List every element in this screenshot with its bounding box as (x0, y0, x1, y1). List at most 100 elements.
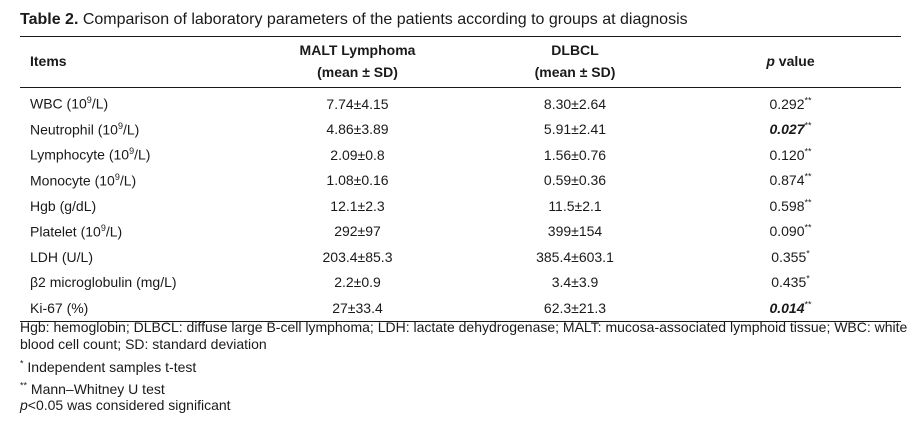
cell-item: Platelet (109/L) (20, 219, 245, 245)
p-value-mark: ** (804, 120, 812, 131)
cell-item: Neutrophil (109/L) (20, 117, 245, 143)
item-label: LDH (U/L) (30, 248, 94, 265)
item-label: Neutrophil (10 (30, 121, 118, 138)
header-malt: MALT Lymphoma (mean ± SD) (245, 37, 470, 88)
cell-malt: 1.08±0.16 (326, 172, 389, 189)
header-dlbcl-line1: DLBCL (551, 42, 599, 58)
header-row: Items MALT Lymphoma (mean ± SD) DLBCL (m… (20, 37, 901, 88)
item-label: Monocyte (10 (30, 172, 115, 189)
table-header: Items MALT Lymphoma (mean ± SD) DLBCL (m… (20, 36, 901, 88)
cell-dlbcl: 0.59±0.36 (543, 172, 607, 189)
table-caption: Table 2. Comparison of laboratory parame… (20, 10, 688, 30)
table-row: LDH (U/L) 203.4±85.3 385.4±603.1 0.355* (20, 244, 901, 270)
cell-item: LDH (U/L) (20, 244, 245, 270)
p-value: 0.014 (769, 299, 805, 316)
cell-malt: 203.4±85.3 (322, 248, 393, 265)
p-value-mark: ** (804, 222, 812, 233)
cell-p-value: 0.874** (680, 168, 901, 194)
table-row: Ki-67 (%) 27±33.4 62.3±21.3 0.014** (20, 295, 901, 321)
table-row: WBC (109/L) 7.74±4.15 8.30±2.64 0.292** (20, 88, 901, 117)
item-superscript: 9 (86, 95, 92, 106)
cell-p-value: 0.435* (680, 270, 901, 296)
header-dlbcl: DLBCL (mean ± SD) (470, 37, 680, 88)
table-row: Platelet (109/L) 292±97 399±154 0.090** (20, 219, 901, 245)
item-unit: /L) (134, 147, 151, 164)
cell-malt: 7.74±4.15 (326, 95, 389, 112)
p-value: 0.598 (769, 197, 805, 214)
significance-note: p<0.05 was considered significant (20, 397, 910, 413)
footnote-t-test-text: Independent samples t-test (23, 359, 197, 375)
p-value-mark: ** (804, 95, 812, 106)
cell-malt: 12.1±2.3 (330, 197, 385, 214)
cell-dlbcl: 1.56±0.76 (543, 146, 607, 163)
p-value: 0.090 (769, 223, 805, 240)
cell-p-value: 0.355* (680, 244, 901, 270)
p-value-mark: * (806, 248, 810, 259)
abbreviations-note: Hgb: hemoglobin; DLBCL: diffuse large B-… (20, 319, 908, 352)
cell-item: β2 microglobulin (mg/L) (20, 270, 245, 296)
item-superscript: 9 (117, 120, 123, 131)
header-items: Items (30, 53, 67, 69)
cell-dlbcl: 62.3±21.3 (543, 299, 607, 316)
item-label: Hgb (g/dL) (30, 197, 97, 214)
item-label: Platelet (10 (30, 223, 101, 240)
p-value-mark: * (806, 273, 810, 284)
footnote-mann-whitney-text: Mann–Whitney U test (27, 381, 165, 397)
table-caption-text: Comparison of laboratory parameters of t… (78, 11, 688, 28)
item-unit: /L) (105, 223, 123, 240)
lab-parameters-table: Items MALT Lymphoma (mean ± SD) DLBCL (m… (20, 36, 901, 322)
significance-text: <0.05 was considered significant (27, 397, 231, 413)
table-notes: Hgb: hemoglobin; DLBCL: diffuse large B-… (20, 319, 910, 413)
p-value-mark: ** (804, 146, 812, 157)
p-value: 0.027 (769, 121, 805, 138)
header-malt-line1: MALT Lymphoma (299, 42, 416, 58)
cell-item: Lymphocyte (109/L) (20, 142, 245, 168)
footnote-mann-whitney: ** Mann–Whitney U test (20, 381, 910, 397)
cell-malt: 2.09±0.8 (330, 146, 385, 163)
cell-item: Monocyte (109/L) (20, 168, 245, 194)
p-value: 0.120 (769, 146, 805, 163)
cell-p-value: 0.598** (680, 193, 901, 219)
p-value: 0.874 (769, 172, 805, 189)
cell-dlbcl: 3.4±3.9 (551, 274, 599, 291)
cell-malt: 292±97 (334, 223, 381, 240)
p-value: 0.355 (771, 248, 807, 265)
footnote-t-test: * Independent samples t-test (20, 359, 910, 375)
cell-malt: 4.86±3.89 (326, 121, 389, 138)
footnote-mann-whitney-mark: ** (20, 380, 28, 391)
p-value: 0.292 (769, 95, 805, 112)
header-dlbcl-line2: (mean ± SD) (534, 64, 616, 80)
cell-dlbcl: 8.30±2.64 (543, 95, 607, 112)
header-malt-line2: (mean ± SD) (317, 64, 398, 80)
cell-dlbcl: 5.91±2.41 (543, 121, 607, 138)
cell-dlbcl: 385.4±603.1 (536, 248, 614, 265)
item-label: WBC (10 (30, 96, 87, 113)
item-label: Ki-67 (%) (30, 299, 89, 316)
table-row: Hgb (g/dL) 12.1±2.3 11.5±2.1 0.598** (20, 193, 901, 219)
cell-p-value: 0.027** (680, 117, 901, 143)
item-superscript: 9 (114, 171, 120, 182)
cell-item: WBC (109/L) (20, 88, 245, 117)
p-value-mark: ** (804, 197, 812, 208)
table-row: Lymphocyte (109/L) 2.09±0.8 1.56±0.76 0.120… (20, 142, 901, 168)
item-unit: /L) (119, 172, 137, 189)
item-unit: /L) (91, 96, 109, 113)
item-unit: /L) (122, 121, 140, 138)
cell-p-value: 0.292** (680, 88, 901, 117)
item-superscript: 9 (100, 222, 106, 233)
table-row: Monocyte (109/L) 1.08±0.16 0.59±0.36 0.874*… (20, 168, 901, 194)
cell-malt: 2.2±0.9 (334, 274, 381, 291)
header-p-rest: value (774, 53, 815, 69)
header-p-value: p value (680, 37, 901, 88)
p-value-mark: ** (804, 171, 812, 182)
significance-p-italic: p (20, 397, 28, 413)
cell-item: Ki-67 (%) (20, 295, 245, 321)
item-label: Lymphocyte (10 (30, 147, 130, 164)
cell-dlbcl: 11.5±2.1 (548, 197, 602, 214)
cell-p-value: 0.090** (680, 219, 901, 245)
cell-p-value: 0.120** (680, 142, 901, 168)
cell-item: Hgb (g/dL) (20, 193, 245, 219)
header-p-italic: p (766, 53, 775, 69)
item-superscript: 9 (129, 146, 135, 157)
footnote-t-test-mark: * (20, 358, 24, 369)
